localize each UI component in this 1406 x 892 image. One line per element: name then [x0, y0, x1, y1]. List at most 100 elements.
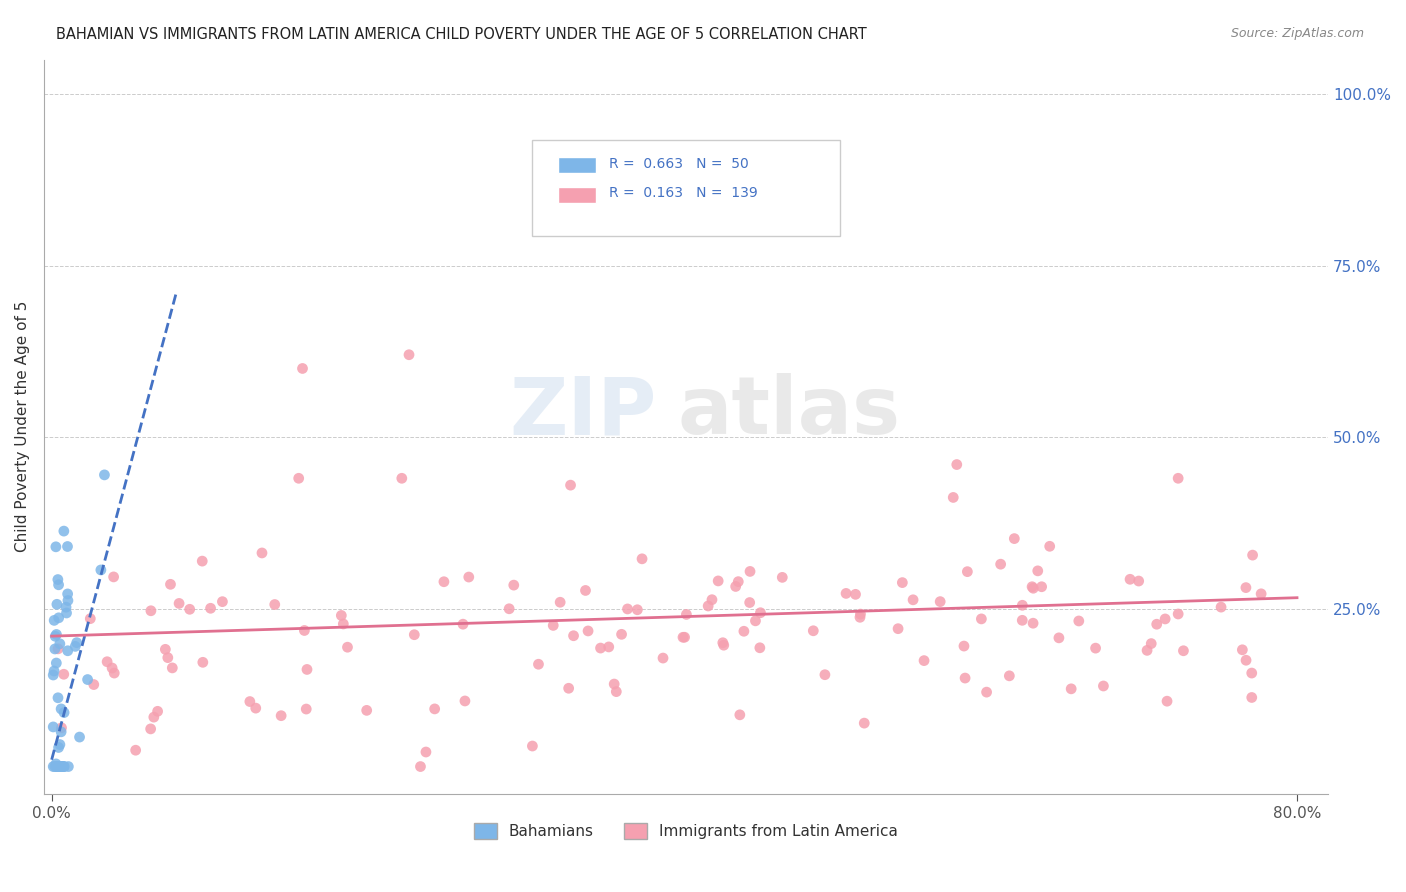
Point: [1154, 612, 1177, 626]
Point: [291, 361, 314, 376]
Point: [332, 616, 354, 631]
Point: [46, 641, 69, 656]
Point: [1119, 572, 1142, 586]
Point: [295, 662, 318, 676]
Point: [738, 595, 761, 609]
Point: [1240, 666, 1263, 681]
Legend: Bahamians, Immigrants from Latin America: Bahamians, Immigrants from Latin America: [468, 817, 904, 845]
Point: [1022, 616, 1045, 631]
Point: [707, 574, 730, 588]
Point: [672, 630, 695, 644]
Point: [46, 759, 69, 773]
Point: [589, 641, 612, 656]
Point: [45, 656, 67, 670]
Point: [990, 557, 1012, 571]
Point: [46, 690, 69, 705]
Point: [1011, 599, 1033, 613]
Point: [48, 611, 70, 625]
Text: atlas: atlas: [678, 373, 900, 451]
Point: [200, 601, 222, 615]
Point: [801, 624, 824, 638]
Point: [844, 587, 866, 601]
Point: [49, 759, 72, 773]
Point: [560, 478, 582, 492]
Text: BAHAMIAN VS IMMIGRANTS FROM LATIN AMERICA CHILD POVERTY UNDER THE AGE OF 5 CORRE: BAHAMIAN VS IMMIGRANTS FROM LATIN AMERIC…: [56, 27, 868, 42]
Point: [52, 667, 75, 681]
Point: [167, 596, 190, 610]
Point: [142, 710, 165, 724]
Y-axis label: Child Poverty Under the Age of 5: Child Poverty Under the Age of 5: [15, 301, 30, 552]
Point: [498, 601, 520, 615]
Point: [48, 759, 70, 773]
Point: [287, 471, 309, 485]
Point: [1234, 653, 1257, 667]
Point: [945, 458, 967, 472]
Point: [770, 570, 793, 584]
Point: [398, 348, 420, 362]
Point: [616, 602, 638, 616]
Point: [48, 740, 70, 755]
Point: [1167, 471, 1189, 485]
Point: [53, 706, 76, 720]
Point: [929, 594, 952, 608]
Bar: [558, 186, 596, 202]
Point: [1167, 607, 1189, 621]
Point: [45, 597, 67, 611]
Point: [44, 759, 66, 773]
Text: R =  0.163   N =  139: R = 0.163 N = 139: [609, 186, 758, 201]
Point: [1021, 580, 1043, 594]
Point: [83, 677, 105, 691]
Point: [451, 617, 474, 632]
Point: [51, 721, 73, 735]
Point: [605, 684, 627, 698]
Point: [1173, 644, 1195, 658]
Point: [1011, 613, 1033, 627]
Point: [56, 540, 79, 554]
Point: [211, 595, 233, 609]
Point: [1156, 694, 1178, 708]
Point: [55, 600, 77, 615]
Point: [45, 756, 67, 771]
Point: [1240, 690, 1263, 705]
Point: [814, 667, 837, 681]
Point: [942, 491, 965, 505]
Point: [46, 573, 69, 587]
Point: [700, 592, 723, 607]
Point: [1047, 631, 1070, 645]
Point: [631, 551, 654, 566]
Point: [66, 635, 89, 649]
Point: [1060, 681, 1083, 696]
Point: [1234, 581, 1257, 595]
Point: [409, 759, 432, 773]
Point: [744, 614, 766, 628]
Point: [48, 578, 70, 592]
Point: [1039, 539, 1062, 553]
Point: [724, 579, 747, 593]
Point: [1140, 637, 1163, 651]
Point: [457, 570, 479, 584]
Point: [90, 563, 112, 577]
Point: [49, 759, 72, 773]
Point: [1026, 564, 1049, 578]
Point: [250, 546, 273, 560]
Point: [998, 669, 1021, 683]
Point: [1084, 641, 1107, 656]
Point: [912, 654, 935, 668]
Point: [44, 613, 66, 627]
Point: [44, 642, 66, 657]
Point: [51, 759, 73, 773]
Point: [626, 603, 648, 617]
Point: [52, 759, 75, 773]
Point: [52, 759, 75, 773]
Point: [56, 593, 79, 607]
Point: [239, 694, 262, 708]
Point: [522, 739, 544, 753]
Point: [44, 629, 66, 643]
Point: [603, 677, 626, 691]
Point: [548, 595, 571, 609]
Point: [404, 628, 426, 642]
Text: ZIP: ZIP: [509, 373, 657, 451]
Point: [748, 640, 770, 655]
Point: [155, 642, 177, 657]
Point: [139, 604, 162, 618]
